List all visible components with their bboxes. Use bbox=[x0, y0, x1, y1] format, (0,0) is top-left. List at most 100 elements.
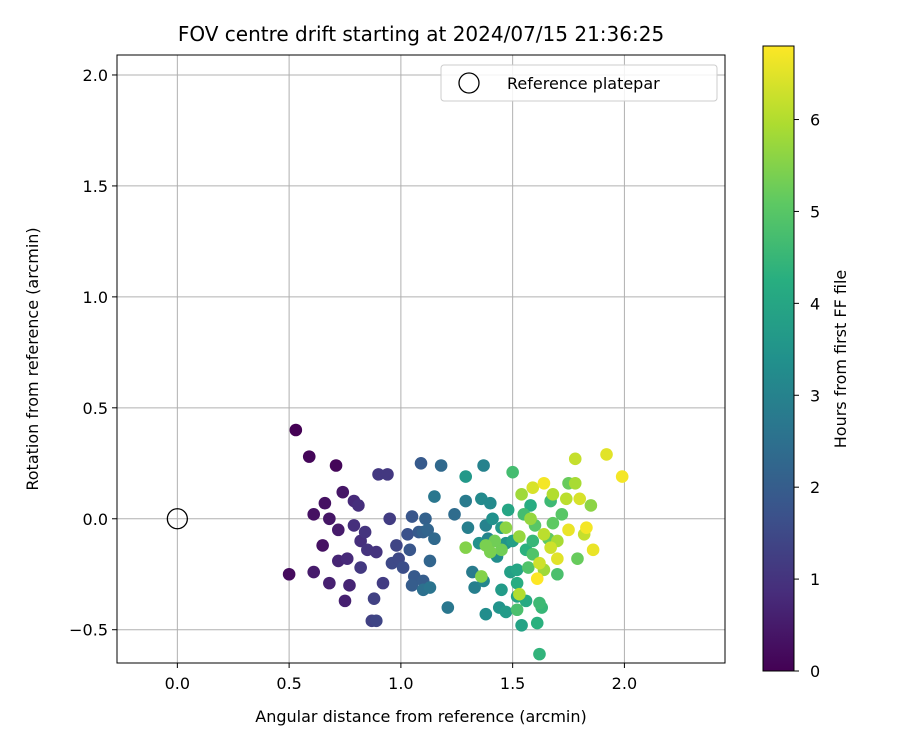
x-axis-label: Angular distance from reference (arcmin) bbox=[255, 707, 586, 726]
data-point bbox=[405, 510, 419, 523]
data-point bbox=[396, 561, 410, 574]
y-axis-ticks: −0.5 0.0 0.5 1.0 1.5 2.0 bbox=[69, 66, 117, 640]
data-point bbox=[586, 543, 600, 557]
data-point bbox=[551, 567, 564, 581]
data-point bbox=[495, 543, 508, 557]
data-point bbox=[376, 576, 390, 590]
data-point bbox=[390, 539, 403, 552]
data-point bbox=[318, 496, 332, 510]
data-point bbox=[459, 494, 473, 508]
data-point bbox=[495, 583, 508, 597]
data-point bbox=[405, 579, 419, 592]
data-point bbox=[515, 488, 528, 501]
data-point bbox=[584, 499, 598, 512]
data-point bbox=[562, 523, 575, 537]
legend-box bbox=[440, 64, 718, 102]
colorbar-ticks: 0 1 2 3 4 5 6 bbox=[794, 111, 820, 681]
data-points bbox=[282, 423, 629, 661]
data-point bbox=[513, 587, 526, 601]
x-axis-ticks: 0.0 0.5 1.0 1.5 2.0 bbox=[165, 663, 637, 693]
data-point bbox=[352, 499, 365, 512]
data-point bbox=[369, 545, 383, 559]
data-point bbox=[423, 554, 437, 568]
data-point bbox=[524, 512, 537, 526]
data-point bbox=[568, 476, 582, 490]
chart-title: FOV centre drift starting at 2024/07/15 … bbox=[178, 22, 664, 46]
data-point bbox=[307, 508, 321, 521]
y-tick-label: 1.5 bbox=[83, 177, 108, 196]
data-point bbox=[372, 468, 385, 481]
data-point bbox=[537, 476, 551, 490]
data-point bbox=[369, 614, 383, 628]
colorbar: 0 1 2 3 4 5 6 Hours from first FF file bbox=[762, 45, 850, 681]
data-point bbox=[486, 512, 499, 526]
colorbar-tick-label: 2 bbox=[810, 478, 820, 497]
data-point bbox=[475, 570, 488, 583]
data-point bbox=[329, 459, 343, 472]
data-point bbox=[571, 552, 584, 566]
data-point bbox=[428, 532, 441, 546]
y-tick-label: −0.5 bbox=[69, 621, 108, 640]
data-point bbox=[383, 512, 397, 526]
colorbar-tick-label: 5 bbox=[810, 202, 820, 221]
colorbar-tick-label: 4 bbox=[810, 294, 820, 313]
data-point bbox=[419, 512, 432, 526]
colorbar-tick-label: 1 bbox=[810, 570, 820, 589]
x-tick-label: 1.5 bbox=[500, 674, 525, 693]
data-point bbox=[499, 521, 513, 534]
y-tick-label: 2.0 bbox=[83, 66, 108, 85]
data-point bbox=[530, 572, 544, 585]
x-tick-label: 0.0 bbox=[165, 674, 190, 693]
data-point bbox=[533, 647, 546, 661]
data-point bbox=[477, 459, 490, 472]
data-point bbox=[544, 541, 557, 554]
data-point bbox=[559, 492, 573, 506]
legend-entry-reference-platepar: Reference platepar bbox=[507, 74, 660, 93]
data-point bbox=[347, 519, 361, 532]
data-point bbox=[340, 552, 354, 566]
data-point bbox=[530, 616, 544, 630]
data-point bbox=[546, 488, 560, 501]
data-point bbox=[323, 512, 336, 526]
reference-platepar-marker bbox=[166, 508, 189, 530]
data-point bbox=[423, 581, 437, 594]
data-point bbox=[343, 579, 356, 592]
colorbar-tick-label: 3 bbox=[810, 386, 820, 405]
data-point bbox=[307, 565, 321, 579]
colorbar-tick-label: 6 bbox=[810, 111, 820, 130]
data-point bbox=[367, 592, 381, 605]
reference-platepar-circle bbox=[166, 508, 189, 530]
data-point bbox=[381, 468, 394, 481]
legend-circle-icon bbox=[458, 72, 480, 94]
y-tick-label: 0.0 bbox=[83, 510, 108, 529]
data-point bbox=[521, 561, 535, 574]
data-point bbox=[289, 423, 303, 437]
data-point bbox=[414, 456, 428, 470]
data-point bbox=[501, 503, 515, 517]
data-point bbox=[510, 563, 524, 577]
x-tick-label: 1.0 bbox=[388, 674, 413, 693]
data-point bbox=[513, 530, 526, 543]
colorbar-gradient bbox=[762, 45, 795, 672]
data-point bbox=[615, 470, 629, 483]
colorbar-label: Hours from first FF file bbox=[831, 270, 850, 449]
data-point bbox=[499, 605, 513, 619]
data-point bbox=[441, 601, 455, 614]
y-tick-label: 0.5 bbox=[83, 399, 108, 418]
data-point bbox=[421, 523, 435, 537]
data-point bbox=[434, 459, 448, 472]
plot-frame bbox=[116, 54, 726, 664]
data-point bbox=[568, 452, 582, 466]
data-point bbox=[448, 508, 461, 521]
data-point bbox=[323, 576, 336, 590]
data-point bbox=[600, 448, 613, 461]
data-point bbox=[533, 556, 546, 570]
data-point bbox=[459, 541, 473, 554]
y-axis-label: Rotation from reference (arcmin) bbox=[23, 227, 42, 490]
data-point bbox=[537, 527, 551, 541]
data-point bbox=[555, 508, 569, 521]
x-tick-label: 2.0 bbox=[612, 674, 637, 693]
data-point bbox=[573, 492, 587, 506]
data-point bbox=[526, 547, 540, 561]
